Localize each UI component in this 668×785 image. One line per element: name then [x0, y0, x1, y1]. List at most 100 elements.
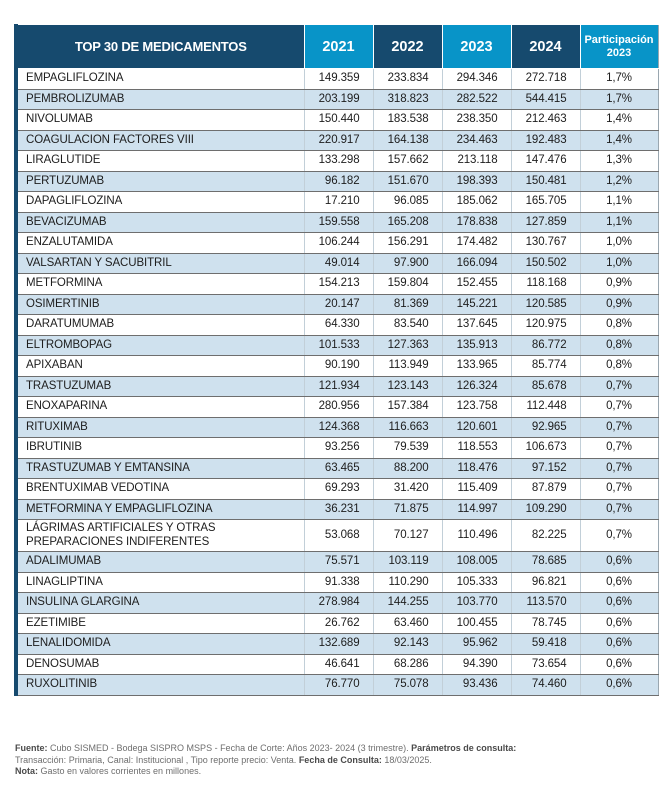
share-value: 1,0% [580, 253, 658, 274]
year-value: 86.772 [511, 335, 581, 356]
year-value: 133.298 [304, 150, 374, 172]
table-row: RUXOLITINIB 76.770 75.078 93.436 74.460 … [16, 674, 658, 696]
share-value: 0,9% [580, 273, 658, 295]
year-value: 92.965 [511, 417, 581, 438]
year-value: 116.663 [373, 417, 443, 438]
year-value: 85.678 [511, 376, 581, 397]
medications-table-container: TOP 30 DE MEDICAMENTOS 2021 2022 2023 20… [14, 24, 659, 696]
share-value: 0,6% [580, 551, 658, 573]
share-value: 0,9% [580, 294, 658, 315]
year-value: 113.570 [511, 592, 581, 614]
share-value: 0,7% [580, 499, 658, 520]
year-value: 97.900 [373, 253, 443, 274]
table-row: ENZALUTAMIDA 106.244 156.291 174.482 130… [16, 232, 658, 254]
year-value: 157.662 [373, 150, 443, 172]
year-value: 165.705 [511, 191, 581, 213]
table-row: INSULINA GLARGINA 278.984 144.255 103.77… [16, 592, 658, 614]
year-value: 282.522 [442, 89, 512, 110]
year-value: 126.324 [442, 376, 512, 397]
share-value: 0,7% [580, 376, 658, 397]
year-value: 159.558 [304, 212, 374, 233]
table-row: TRASTUZUMAB 121.934 123.143 126.324 85.6… [16, 376, 658, 397]
year-value: 53.068 [304, 519, 374, 552]
table-row: VALSARTAN Y SACUBITRIL 49.014 97.900 166… [16, 253, 658, 274]
year-value: 78.745 [511, 613, 581, 634]
year-value: 69.293 [304, 478, 374, 500]
year-value: 108.005 [442, 551, 512, 573]
year-value: 118.476 [442, 458, 512, 479]
year-value: 110.496 [442, 519, 512, 552]
share-value: 0,6% [580, 674, 658, 696]
column-header-participation: Participación 2023 [579, 24, 658, 69]
year-value: 59.418 [511, 633, 581, 655]
medication-name: TRASTUZUMAB Y EMTANSINA [16, 458, 305, 479]
year-value: 112.448 [511, 396, 581, 418]
year-value: 75.078 [373, 674, 443, 696]
share-value: 1,3% [580, 150, 658, 172]
table-row: ADALIMUMAB 75.571 103.119 108.005 78.685… [16, 551, 658, 573]
table-row: LINAGLIPTINA 91.338 110.290 105.333 96.8… [16, 572, 658, 593]
share-value: 1,4% [580, 109, 658, 131]
table-row: LÁGRIMAS ARTIFICIALES Y OTRAS PREPARACIO… [16, 519, 658, 552]
year-value: 91.338 [304, 572, 374, 593]
table-body: EMPAGLIFLOZINA 149.359 233.834 294.346 2… [16, 68, 658, 696]
medication-name: VALSARTAN Y SACUBITRIL [16, 253, 305, 274]
medication-name: IBRUTINIB [16, 437, 305, 459]
year-value: 544.415 [511, 89, 581, 110]
year-value: 124.368 [304, 417, 374, 438]
column-header-title: TOP 30 DE MEDICAMENTOS [16, 24, 305, 69]
share-value: 0,6% [580, 572, 658, 593]
year-value: 137.645 [442, 314, 512, 336]
year-value: 87.879 [511, 478, 581, 500]
year-value: 81.369 [373, 294, 443, 315]
year-value: 144.255 [373, 592, 443, 614]
year-value: 118.553 [442, 437, 512, 459]
medication-name: ADALIMUMAB [16, 551, 305, 573]
column-header-2024: 2024 [510, 24, 581, 69]
medications-table: TOP 30 DE MEDICAMENTOS 2021 2022 2023 20… [14, 24, 659, 696]
table-row: DENOSUMAB 46.641 68.286 94.390 73.654 0,… [16, 654, 658, 675]
medication-name: LÁGRIMAS ARTIFICIALES Y OTRAS PREPARACIO… [16, 519, 305, 552]
share-value: 0,6% [580, 613, 658, 634]
year-value: 114.997 [442, 499, 512, 520]
medication-name: EZETIMIBE [16, 613, 305, 634]
table-row: PEMBROLIZUMAB 203.199 318.823 282.522 54… [16, 89, 658, 110]
column-header-2021: 2021 [303, 24, 374, 69]
year-value: 36.231 [304, 499, 374, 520]
year-value: 185.062 [442, 191, 512, 213]
year-value: 71.875 [373, 499, 443, 520]
year-value: 94.390 [442, 654, 512, 675]
year-value: 88.200 [373, 458, 443, 479]
table-header: TOP 30 DE MEDICAMENTOS 2021 2022 2023 20… [16, 24, 658, 69]
year-value: 73.654 [511, 654, 581, 675]
medication-name: TRASTUZUMAB [16, 376, 305, 397]
year-value: 78.685 [511, 551, 581, 573]
year-value: 96.085 [373, 191, 443, 213]
year-value: 115.409 [442, 478, 512, 500]
year-value: 31.420 [373, 478, 443, 500]
table-row: IBRUTINIB 93.256 79.539 118.553 106.673 … [16, 437, 658, 459]
year-value: 120.585 [511, 294, 581, 315]
year-value: 106.244 [304, 232, 374, 254]
year-value: 90.190 [304, 355, 374, 377]
year-value: 74.460 [511, 674, 581, 696]
share-value: 0,6% [580, 654, 658, 675]
year-value: 272.718 [511, 68, 581, 90]
medication-name: PEMBROLIZUMAB [16, 89, 305, 110]
year-value: 68.286 [373, 654, 443, 675]
year-value: 26.762 [304, 613, 374, 634]
medication-name: METFORMINA Y EMPAGLIFLOZINA [16, 499, 305, 520]
year-value: 203.199 [304, 89, 374, 110]
medication-name: INSULINA GLARGINA [16, 592, 305, 614]
year-value: 103.770 [442, 592, 512, 614]
share-value: 1,1% [580, 191, 658, 213]
header-row: TOP 30 DE MEDICAMENTOS 2021 2022 2023 20… [16, 24, 658, 69]
share-value: 0,7% [580, 519, 658, 552]
medication-name: LINAGLIPTINA [16, 572, 305, 593]
share-value: 0,7% [580, 396, 658, 418]
year-value: 118.168 [511, 273, 581, 295]
year-value: 157.384 [373, 396, 443, 418]
year-value: 238.350 [442, 109, 512, 131]
year-value: 166.094 [442, 253, 512, 274]
